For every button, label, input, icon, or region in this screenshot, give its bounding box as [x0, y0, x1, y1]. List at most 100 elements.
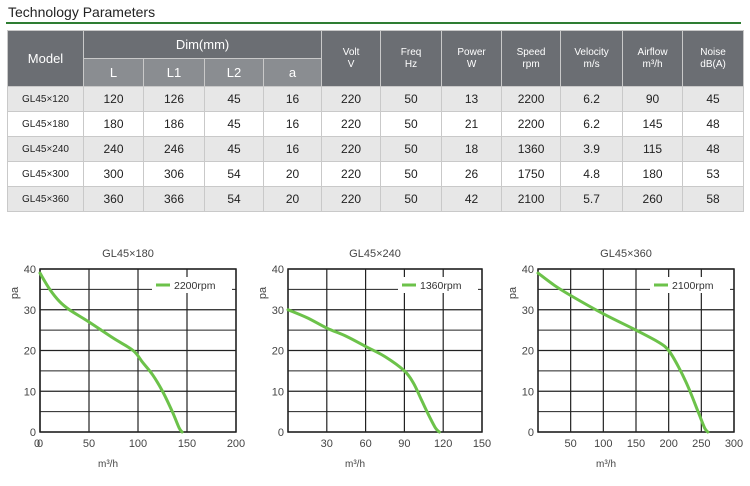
series-line [286, 308, 441, 434]
table-cell: 48 [682, 136, 745, 162]
header-dim: Dim(mm) [82, 30, 323, 59]
table-cell: 220 [321, 86, 382, 112]
table-cell: 260 [622, 186, 684, 212]
model-cell: GL45×120 [7, 86, 84, 112]
page-title: Technology Parameters [8, 4, 156, 20]
header-model: Model [7, 30, 84, 87]
legend-label: 2200rpm [174, 280, 216, 292]
table-cell: 45 [204, 86, 264, 112]
y-tick-label: 10 [272, 386, 284, 398]
table-row: GL45×240 240 246 45 16 220 50 18 1360 3.9 115 48 [7, 136, 745, 162]
x-tick-label: 200 [659, 438, 677, 450]
table-cell: 45 [682, 86, 745, 112]
table-cell: 220 [321, 111, 382, 137]
series-line [536, 271, 710, 434]
parameters-table: Model Dim(mm) Volt V Freq Hz Power W Speed r… [7, 30, 745, 212]
model-cell: GL45×300 [7, 161, 84, 187]
table-cell: 26 [441, 161, 503, 187]
table-cell: 58 [682, 186, 745, 212]
y-tick-label: 0 [528, 427, 534, 439]
header-dim-l1: L1 [143, 58, 205, 87]
x-tick-label: 150 [627, 438, 645, 450]
y-tick-label: 20 [24, 346, 36, 358]
table-cell: 16 [262, 111, 323, 137]
y-tick-label: 20 [272, 346, 284, 358]
table-row: GL45×120 120 126 45 16 220 50 13 2200 6.2 90 45 [7, 86, 745, 112]
table-cell: 1360 [501, 136, 562, 162]
table-cell: 126 [143, 86, 205, 112]
table-cell: 54 [204, 161, 264, 187]
header-velocity: Velocity m/s [560, 30, 624, 87]
x-tick-label: 150 [178, 438, 196, 450]
table-cell: 366 [143, 186, 205, 212]
x-tick-label: 100 [129, 438, 147, 450]
legend-box [650, 277, 730, 293]
table-cell: 180 [83, 111, 144, 137]
table-cell: 18 [441, 136, 503, 162]
table-cell: 3.9 [560, 136, 624, 162]
y-tick-label: 40 [272, 264, 284, 276]
header-dim-a: a [262, 58, 323, 87]
model-cell: GL45×240 [7, 136, 84, 162]
chart-gl45x240: GL45×240 10 20 30 40 0 30 60 90 120 150 pa m³/h 1360r… [254, 243, 504, 483]
y-axis-label: pa [507, 286, 519, 299]
legend-box [398, 277, 478, 293]
table-cell: 220 [321, 161, 382, 187]
table-row: GL45×300 300 306 54 20 220 50 26 1750 4.8 180 53 [7, 161, 745, 187]
table-cell: 145 [622, 111, 684, 137]
series-line [38, 271, 184, 434]
title-divider [6, 22, 741, 24]
table-cell: 306 [143, 161, 205, 187]
header-dim-l: L [83, 58, 144, 87]
legend-label: 2100rpm [672, 280, 714, 292]
table-cell: 20 [262, 186, 323, 212]
y-tick-label: 40 [522, 264, 534, 276]
x-axis-label: m³/h [345, 459, 365, 470]
y-tick-label: 10 [24, 386, 36, 398]
x-tick-label: 150 [473, 438, 491, 450]
y-axis-label: pa [9, 286, 21, 299]
header-airflow: Airflow m³/h [622, 30, 684, 87]
table-cell: 45 [204, 136, 264, 162]
table-cell: 53 [682, 161, 745, 187]
chart-gl45x180: GL45×180 10 20 30 40 0 0 50 100 150 200 0 pa m³/h 2200… [4, 243, 254, 483]
table-cell: 186 [143, 111, 205, 137]
plot-frame [537, 268, 735, 433]
y-tick-label: 30 [24, 305, 36, 317]
x-tick-label: 90 [398, 438, 410, 450]
table-cell: 115 [622, 136, 684, 162]
y-tick-label: 30 [272, 305, 284, 317]
table-cell: 220 [321, 136, 382, 162]
y-tick-label: 20 [522, 346, 534, 358]
header-speed: Speed rpm [501, 30, 562, 87]
table-cell: 45 [204, 111, 264, 137]
plot-frame [287, 268, 483, 433]
table-cell: 50 [380, 136, 443, 162]
chart-gl45x360: GL45×360 10 20 30 40 0 50 100 150 200 250 300 pa m³/h… [504, 243, 750, 483]
table-cell: 5.7 [560, 186, 624, 212]
table-cell: 180 [622, 161, 684, 187]
x-tick-label: 30 [321, 438, 333, 450]
table-cell: 54 [204, 186, 264, 212]
header-freq: Freq Hz [380, 30, 443, 87]
x-tick-label: 50 [83, 438, 95, 450]
chart-title: GL45×240 [349, 248, 401, 260]
x-tick-label: 50 [565, 438, 577, 450]
y-tick-label: 40 [24, 264, 36, 276]
header-noise: Noise dB(A) [682, 30, 745, 87]
table-cell: 2100 [501, 186, 562, 212]
y-tick-label: 30 [522, 305, 534, 317]
plot-frame [39, 268, 237, 433]
y-tick-label: 0 [278, 427, 284, 439]
x-axis-label: m³/h [98, 459, 118, 470]
table-row: GL45×360 360 366 54 20 220 50 42 2100 5.7 260 58 [7, 186, 745, 212]
header-dim-l2: L2 [204, 58, 264, 87]
table-cell: 300 [83, 161, 144, 187]
table-cell: 360 [83, 186, 144, 212]
x-axis-label: m³/h [596, 459, 616, 470]
chart-title: GL45×360 [600, 248, 652, 260]
table-row: GL45×180 180 186 45 16 220 50 21 2200 6.2 145 48 [7, 111, 745, 137]
table-cell: 16 [262, 136, 323, 162]
legend-box [152, 277, 232, 293]
table-cell: 50 [380, 161, 443, 187]
